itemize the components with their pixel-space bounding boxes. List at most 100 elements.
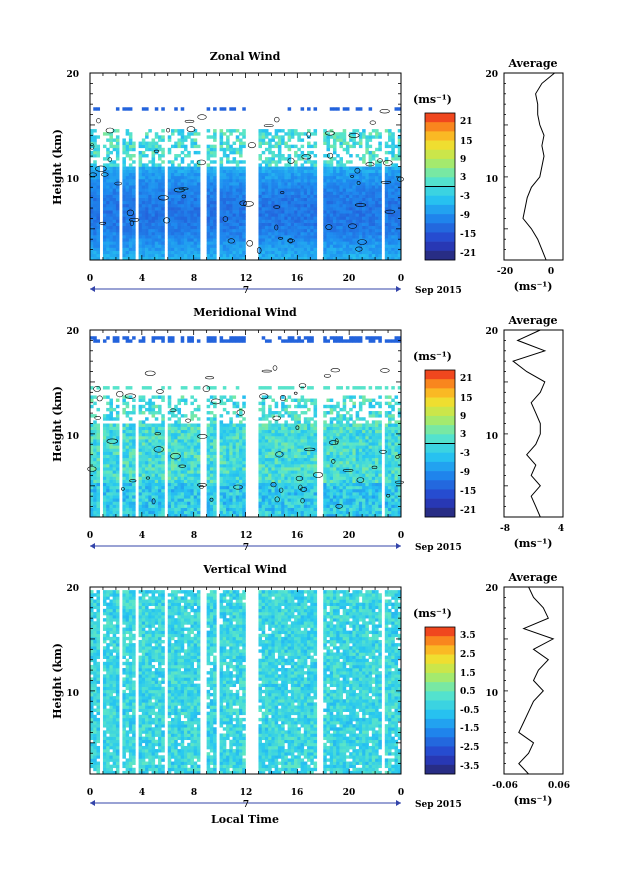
- heatmap-cell: [193, 138, 198, 142]
- heatmap-cell: [258, 244, 262, 248]
- heatmap-cell: [93, 172, 97, 177]
- heatmap-cell: [219, 138, 224, 142]
- heatmap-cell: [115, 222, 120, 227]
- heatmap-cell: [258, 235, 262, 239]
- heatmap-cell: [106, 395, 110, 399]
- heatmap-cell: [193, 250, 198, 255]
- heatmap-cell: [371, 219, 376, 223]
- heatmap-cell: [281, 182, 285, 186]
- heatmap-cell: [132, 460, 136, 465]
- heatmap-cell: [132, 256, 136, 261]
- heatmap-cell: [261, 197, 266, 202]
- heatmap-cell: [258, 488, 262, 493]
- heatmap-cell: [290, 207, 295, 211]
- heatmap-cell: [102, 488, 107, 493]
- heatmap-cell: [219, 144, 224, 149]
- heatmap-cell: [239, 426, 243, 431]
- heatmap-cell: [206, 336, 211, 340]
- heatmap-cell: [222, 467, 227, 471]
- heatmap-cell: [167, 191, 172, 195]
- heatmap-cell: [303, 213, 308, 217]
- heatmap-cell: [115, 235, 120, 239]
- heatmap-cell: [196, 191, 201, 195]
- heatmap-cell: [326, 207, 331, 211]
- heatmap-cell: [138, 398, 143, 402]
- heatmap-cell: [388, 138, 392, 142]
- heatmap-cell: [158, 510, 162, 515]
- heatmap-cell: [158, 222, 162, 227]
- heatmap-cell: [112, 510, 117, 515]
- heatmap-cell: [297, 197, 301, 202]
- heatmap-cell: [174, 513, 178, 518]
- heatmap-cell: [242, 225, 246, 230]
- heatmap-cell: [109, 238, 113, 242]
- heatmap-cell: [303, 182, 308, 186]
- heatmap-cell: [190, 429, 194, 434]
- heatmap-cell: [112, 439, 117, 443]
- heatmap-cell: [132, 207, 136, 211]
- heatmap-cell: [109, 432, 113, 437]
- heatmap-cell: [229, 473, 233, 477]
- heatmap-cell: [362, 178, 366, 183]
- heatmap-cell: [102, 417, 107, 421]
- heatmap-cell: [261, 141, 266, 145]
- heatmap-cell: [287, 222, 292, 227]
- zonal-cb-tick: 21: [460, 117, 473, 127]
- heatmap-cell: [193, 476, 198, 480]
- heatmap-cell: [187, 451, 191, 455]
- heatmap-cell: [102, 175, 107, 180]
- heatmap-cell: [232, 448, 237, 452]
- heatmap-cell: [141, 513, 146, 518]
- heatmap-cell: [196, 194, 201, 198]
- heatmap-cell: [125, 225, 130, 230]
- heatmap-cell: [122, 473, 126, 477]
- heatmap-cell: [352, 138, 356, 142]
- heatmap-cell: [161, 417, 165, 421]
- heatmap-cell: [170, 144, 175, 149]
- heatmap-cell: [384, 160, 389, 164]
- heatmap-cell: [229, 210, 233, 214]
- heatmap-cell: [209, 429, 214, 434]
- heatmap-cell: [158, 395, 162, 399]
- heatmap-cell: [313, 256, 318, 261]
- heatmap-cell: [161, 339, 165, 343]
- heatmap-cell: [336, 163, 340, 167]
- heatmap-cell: [196, 160, 201, 164]
- zonal-profile-title: Average: [507, 57, 557, 70]
- heatmap-cell: [90, 482, 94, 487]
- heatmap-cell: [148, 423, 152, 427]
- heatmap-cell: [132, 147, 136, 152]
- heatmap-cell: [213, 135, 217, 139]
- heatmap-cell: [294, 225, 298, 230]
- heatmap-cell: [190, 451, 194, 455]
- heatmap-cell: [128, 467, 133, 471]
- heatmap-cell: [365, 166, 369, 170]
- heatmap-cell: [193, 222, 198, 227]
- heatmap-cell: [112, 178, 117, 183]
- heatmap-cell: [170, 513, 175, 518]
- heatmap-cell: [106, 432, 110, 437]
- heatmap-cell: [239, 241, 243, 245]
- heatmap-cell: [394, 256, 399, 261]
- heatmap-cell: [339, 225, 343, 230]
- heatmap-cell: [287, 107, 292, 111]
- heatmap-cell: [307, 228, 311, 233]
- heatmap-cell: [368, 247, 373, 251]
- heatmap-cell: [93, 178, 97, 183]
- heatmap-cell: [145, 479, 149, 484]
- heatmap-cell: [102, 432, 107, 437]
- heatmap-cell: [303, 154, 308, 158]
- heatmap-cell: [193, 200, 198, 205]
- heatmap-cell: [277, 253, 282, 258]
- heatmap-cell: [115, 241, 120, 245]
- heatmap-cell: [138, 169, 143, 174]
- heatmap-cell: [264, 479, 269, 484]
- heatmap-cell: [375, 154, 379, 158]
- heatmap-cell: [303, 219, 308, 223]
- heatmap-cell: [141, 222, 146, 227]
- heatmap-cell: [268, 144, 272, 149]
- heatmap-cell: [271, 219, 275, 223]
- heatmap-cell: [145, 200, 149, 205]
- heatmap-cell: [277, 160, 282, 164]
- heatmap-cell: [112, 222, 117, 227]
